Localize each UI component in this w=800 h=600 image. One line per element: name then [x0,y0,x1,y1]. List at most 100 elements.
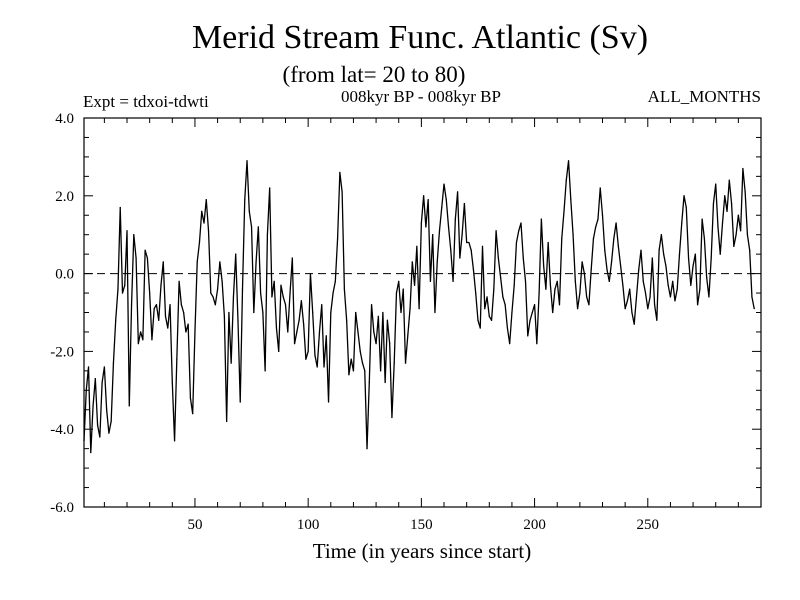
data-point [368,381,370,384]
data-point [305,358,307,360]
data-point [468,241,470,244]
data-point [638,269,640,271]
data-point [719,253,721,255]
y-tick-label: 4.0 [55,111,74,127]
data-point [493,288,495,290]
data-point [724,195,726,197]
data-point [173,440,176,442]
data-point [413,284,416,286]
data-point [167,327,169,329]
data-point [366,448,368,450]
data-point [726,210,728,212]
data-point [574,280,576,282]
data-point [629,288,631,290]
data-point [452,280,454,282]
data-point [293,343,296,345]
data-point [728,179,730,181]
data-point [552,311,554,314]
data-point [697,304,699,306]
data-point [622,284,624,286]
data-point [484,308,486,310]
data-point [538,292,540,294]
data-point [658,249,660,251]
data-point [520,222,522,224]
data-point [450,249,452,251]
data-point [185,331,187,333]
data-point [599,187,601,189]
data-point [640,249,642,251]
data-point [355,311,357,314]
data-point [486,296,488,298]
data-point [642,280,644,282]
chart-subtitle: (from lat= 20 to 80) [283,62,466,87]
data-point [708,296,710,298]
data-point [524,280,527,282]
data-point [108,432,110,434]
data-point [513,284,515,286]
data-point [717,226,719,228]
data-point [142,339,144,341]
data-point [735,234,737,236]
data-point [606,269,608,271]
data-point [377,315,379,317]
data-point [443,183,445,185]
data-point [613,237,615,240]
data-point [536,343,538,345]
data-point [672,280,674,282]
data-point [244,199,246,201]
data-point [545,288,547,290]
data-point [690,284,692,286]
data-point [481,245,484,247]
data-point [110,420,112,423]
data-point [316,366,318,368]
data-point [683,195,685,197]
data-point [128,405,130,407]
data-point [423,195,425,197]
data-point [144,249,146,251]
data-point [124,284,126,286]
data-point [454,218,456,220]
data-point [87,366,90,368]
data-point [649,296,651,298]
data-point [194,331,196,333]
data-point [506,327,509,329]
data-point [400,311,402,314]
series-points [83,160,755,454]
data-point [461,234,463,236]
data-point [742,167,744,170]
data-point [447,226,450,228]
data-point [216,288,219,290]
data-point [565,179,567,181]
data-point [171,381,173,384]
data-point [518,230,520,232]
data-point [556,280,558,282]
data-point [470,249,472,251]
data-point [334,280,336,282]
data-point [554,288,556,290]
data-point [737,214,739,216]
data-point [373,331,375,333]
data-point [418,308,420,310]
data-point [135,257,137,259]
data-point [255,261,257,263]
x-tick-label: 100 [297,517,320,533]
data-point [511,311,513,314]
data-point [663,253,665,255]
data-point [232,296,235,298]
data-point [149,292,151,294]
data-point [561,237,563,240]
data-point [624,308,626,310]
data-point [407,335,409,337]
data-point [330,311,332,314]
data-point [620,265,622,267]
data-point [212,296,214,298]
data-point [581,261,583,263]
data-point [348,374,350,376]
data-point [352,370,355,372]
data-point [325,335,327,337]
data-point [187,323,189,325]
data-point [577,308,579,310]
data-point [665,265,667,267]
data-point [112,362,115,364]
data-point [201,210,203,212]
